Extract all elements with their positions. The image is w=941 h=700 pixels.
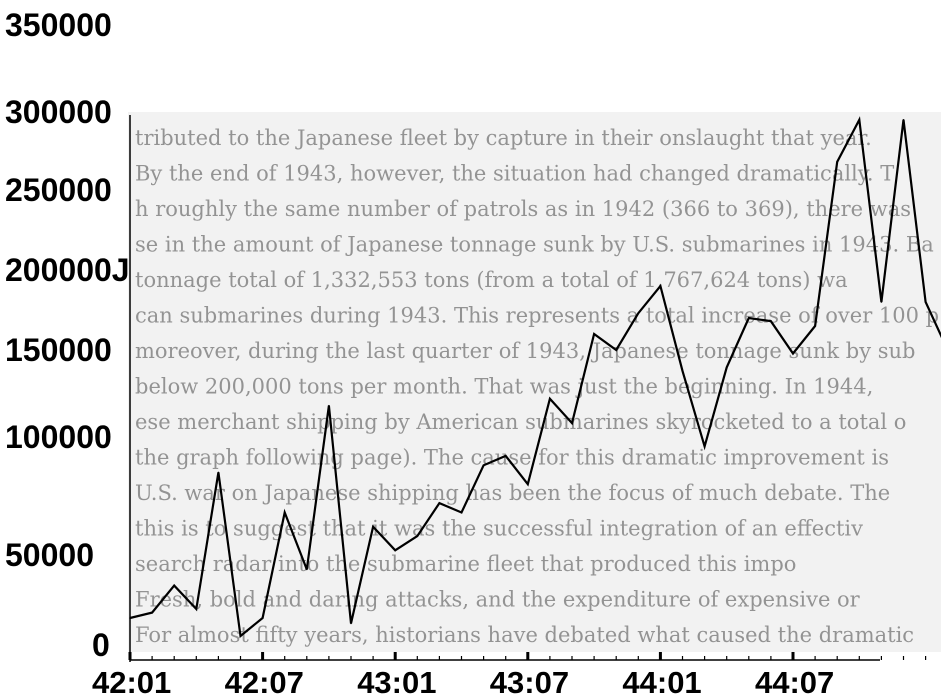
data-point [814,325,816,327]
data-point [416,535,419,537]
x-tick-labels: 42:01 42:07 43:01 43:07 44:01 44:07 [92,665,834,700]
data-point [836,161,838,163]
data-point [129,617,131,619]
data-point [239,635,242,637]
y-tick-label: 300000 [5,94,112,130]
axes [128,115,927,662]
data-point [902,119,905,121]
x-tick-label: 43:07 [490,665,569,700]
data-point [748,317,750,319]
series-line [129,116,941,639]
y-tick-label: 100000 [5,419,112,455]
data-point [350,622,352,625]
data-point [659,285,662,287]
background-text-line: se in the amount of Japanese tonnage sun… [135,233,934,257]
background-text-line: below 200,000 tons per month. That was j… [135,375,873,399]
background-text-line: By the end of 1943, however, the situati… [135,162,894,186]
background-text-line: For almost fifty years, historians have … [135,623,914,647]
data-point [858,119,861,121]
background-text-line: U.S. war on Japanese shipping has been t… [135,481,890,505]
data-point [438,502,441,504]
background-scan-text: tributed to the Japanese fleet by captur… [128,112,941,652]
data-point [460,511,463,514]
x-tick-label: 42:07 [225,665,304,700]
data-point [637,312,640,315]
data-point [703,445,706,448]
data-point [394,549,397,552]
data-point [283,511,286,514]
scan-background [128,112,941,652]
x-tick-label: 44:07 [755,665,834,700]
data-point [792,352,794,355]
background-text-line: the graph following page). The cause for… [135,446,889,470]
y-tick-label: 250000 [5,172,112,208]
data-point [924,301,927,303]
y-tick-label: 50000 [5,537,94,573]
data-point [328,404,330,407]
data-point [549,397,551,400]
data-point [217,471,220,474]
data-point [770,320,772,323]
data-point [306,568,308,571]
x-tick-label: 44:01 [622,665,701,700]
data-point [482,464,485,467]
background-text-line: search radar into the submarine fleet th… [135,552,796,576]
data-point [527,483,529,486]
background-text-line: can submarines during 1943. This represe… [135,304,939,328]
data-point [261,617,264,619]
background-text-line: tonnage total of 1,332,553 tons (from a … [135,268,848,292]
data-point [372,525,374,528]
background-text-line: ese merchant shipping by American submar… [135,410,906,434]
series-layer [129,116,941,639]
data-point [880,301,883,303]
data-point [725,366,728,369]
y-tick-label: 200000J [5,252,130,288]
background-text-line: h roughly the same number of patrols as … [135,197,911,221]
x-tick-label: 42:01 [92,665,171,700]
data-point [195,608,198,610]
y-tick-label: 0 [92,627,110,663]
background-text-line: this is to suggest that it was the succe… [135,517,863,541]
data-point [615,349,617,351]
data-point [151,611,153,614]
data-point [571,422,573,424]
data-point [173,584,175,587]
data-point [504,455,507,457]
background-text-line: tributed to the Japanese fleet by captur… [135,126,872,150]
data-point [681,370,684,372]
background-text-line: Fresh, bold and daring attacks, and the … [135,588,861,612]
x-tick-label: 43:01 [357,665,436,700]
y-tick-label: 350000 [5,7,112,43]
data-point [593,333,595,335]
background-text-line: moreover, during the last quarter of 194… [135,339,915,363]
y-tick-labels: 350000 300000 250000 200000J 150000 100000 500… [5,7,130,663]
y-tick-label: 150000 [5,332,112,368]
